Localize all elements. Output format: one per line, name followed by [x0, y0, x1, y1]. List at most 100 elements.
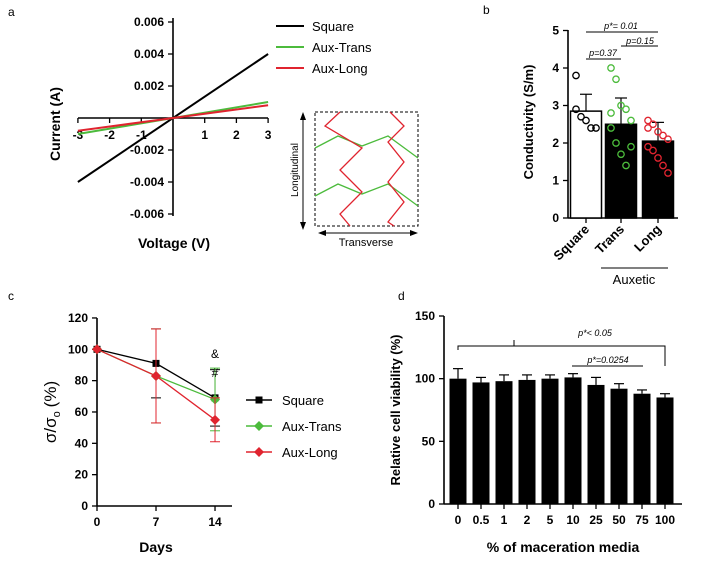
d-bar	[656, 397, 674, 504]
b-data-point	[644, 124, 652, 132]
b-data-point	[654, 127, 662, 136]
d-x-tick-label: 25	[589, 513, 603, 527]
a-inset-diagram: Longitudinal Transverse	[290, 111, 419, 249]
c-legend-marker-aux-long	[254, 447, 264, 457]
b-sig-label-trans-long: p=0.15	[625, 36, 655, 46]
panel-a-chart: -3 -2 -1 1 2 3 0.006 0.004 0.002 -0.002 -0.004 -0.0…	[47, 15, 419, 251]
c-annotation-hash: #	[212, 366, 219, 380]
d-y-tick-label: 0	[428, 497, 435, 511]
b-data-point	[582, 116, 590, 125]
a-y-tick-label: 0.004	[134, 47, 164, 61]
a-y-tick-label: -0.004	[130, 175, 164, 189]
b-y-tick-label: 4	[552, 61, 559, 75]
b-data-point	[622, 161, 630, 170]
a-legend: Square Aux-Trans Aux-Long	[276, 19, 372, 76]
b-data-point	[592, 124, 600, 132]
panel-c-chart: 0 20 40 60 80 100 120 0 7 14 Days σ/σo (%) & # Squ…	[41, 311, 342, 555]
panel-label-a: a	[8, 5, 15, 19]
b-x-tick-label: Square	[550, 222, 592, 264]
panel-label-c: c	[8, 289, 14, 303]
inset-red-line-1	[323, 111, 364, 227]
b-data-point	[607, 109, 615, 117]
d-sig-label-all: p*< 0.05	[577, 328, 613, 338]
c-data-marker	[151, 370, 162, 381]
b-sig-label-square-long: p*= 0.01	[603, 21, 638, 31]
c-data-marker	[92, 344, 102, 355]
d-x-tick-label: 0	[455, 513, 462, 527]
a-x-axis-label: Voltage (V)	[138, 235, 210, 251]
c-x-tick-label: 14	[208, 515, 222, 529]
a-x-tick-label: 3	[265, 128, 272, 142]
inset-vertical-arrow-head-top	[300, 112, 306, 120]
d-bar	[633, 393, 651, 504]
b-data-point	[664, 169, 672, 177]
c-y-label-unit: (%)	[41, 381, 60, 407]
inset-green-line-2	[314, 183, 419, 207]
c-legend-marker-square	[255, 396, 263, 404]
d-x-tick-label: 50	[612, 513, 626, 527]
c-y-axis-label: σ/σo (%)	[41, 381, 63, 443]
a-y-tick-label: 0.006	[134, 15, 164, 29]
c-data-marker	[210, 414, 221, 425]
a-y-tick-label: 0.002	[134, 79, 164, 93]
d-bar	[541, 378, 559, 504]
b-sig-label-square-trans: p=0.37	[588, 48, 618, 58]
c-x-tick-label: 7	[153, 515, 160, 529]
inset-transverse-label: Transverse	[339, 237, 394, 249]
d-x-axis-label: % of maceration media	[487, 539, 640, 555]
a-y-tick-label: -0.002	[130, 143, 164, 157]
b-data-point	[644, 116, 652, 125]
d-bar	[564, 377, 582, 504]
inset-horizontal-arrow-head-right	[410, 230, 418, 236]
d-bar	[587, 384, 605, 504]
a-x-tick-label: -1	[136, 128, 147, 142]
b-x-tick-label: Trans	[592, 222, 627, 257]
b-data-point	[612, 139, 620, 147]
d-x-tick-label: 10	[566, 513, 580, 527]
b-y-tick-label: 1	[552, 174, 559, 188]
c-y-tick-label: 40	[75, 436, 89, 450]
b-bar	[604, 123, 638, 219]
d-x-tick-label: 2	[524, 513, 531, 527]
d-bar	[472, 382, 490, 504]
d-x-tick-label: 100	[655, 513, 675, 527]
b-data-point	[644, 142, 652, 151]
c-legend: Square Aux-Trans Aux-Long	[246, 393, 342, 460]
d-bar	[449, 378, 467, 504]
a-y-axis-label: Current (A)	[47, 87, 63, 161]
d-x-tick-label: 75	[635, 513, 649, 527]
b-data-point	[649, 146, 657, 155]
c-legend-label-aux-long: Aux-Long	[282, 445, 338, 460]
c-y-tick-label: 20	[75, 468, 89, 482]
b-data-point	[617, 150, 625, 159]
b-group-label: Auxetic	[613, 272, 656, 287]
b-data-point	[572, 105, 580, 114]
b-data-point	[659, 161, 667, 170]
c-y-tick-label: 100	[68, 342, 88, 356]
a-legend-label-aux-trans: Aux-Trans	[312, 40, 372, 55]
c-y-label-main: σ/σ	[41, 417, 60, 443]
inset-frame	[314, 111, 419, 227]
a-y-tick-label: -0.006	[130, 207, 164, 221]
b-data-point	[607, 124, 615, 132]
c-y-tick-label: 60	[75, 405, 89, 419]
b-y-axis-label: Conductivity (S/m)	[521, 65, 536, 180]
d-bar	[495, 381, 513, 504]
a-x-tick-label: -2	[104, 128, 115, 142]
c-y-tick-label: 0	[81, 499, 88, 513]
d-sig-bracket-all	[457, 340, 666, 366]
a-legend-label-aux-long: Aux-Long	[312, 61, 368, 76]
b-data-point	[649, 120, 657, 129]
b-data-point	[627, 116, 635, 125]
d-y-axis-label: Relative cell viability (%)	[388, 334, 403, 485]
d-y-tick-label: 50	[422, 434, 436, 448]
b-x-tick-label: Long	[631, 221, 664, 254]
b-data-point	[572, 71, 580, 80]
b-data-point	[587, 124, 595, 132]
d-sig-label-10-75: p*=0.0254	[586, 355, 628, 365]
inset-vertical-arrow-head-bottom	[300, 222, 306, 230]
inset-green-line-1	[314, 135, 419, 159]
b-data-point	[622, 105, 630, 114]
c-legend-label-aux-trans: Aux-Trans	[282, 419, 342, 434]
